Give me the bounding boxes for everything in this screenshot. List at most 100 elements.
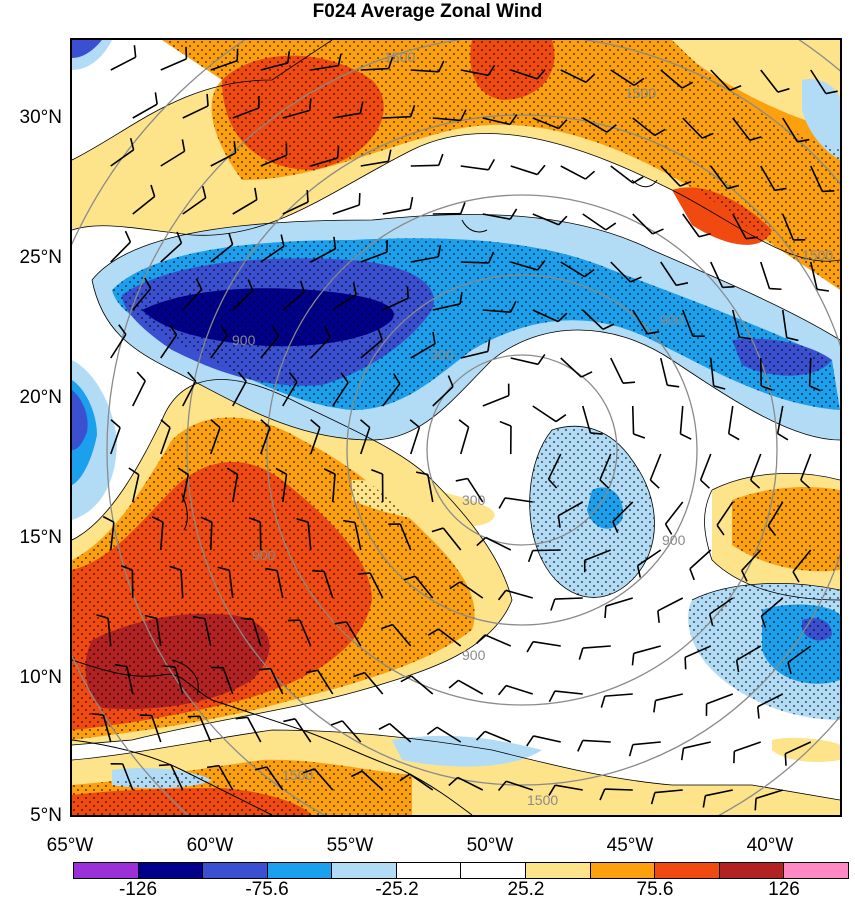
wind-barb-shaft [683,741,711,749]
wind-barb-flag [371,468,383,475]
wind-barb-shaft [170,764,184,791]
wind-barb-flag [701,132,714,139]
wind-barb-flag [288,371,298,383]
wind-barb-shaft [323,571,334,599]
wind-barb-shaft [232,107,260,119]
wind-barb-flag [537,353,546,365]
wind-barb-flag [684,657,687,670]
wind-barb-shaft [679,405,684,434]
wind-barb-shaft [310,157,338,167]
wind-barb-shaft [181,474,190,503]
contour-label: 900 [462,647,486,663]
colorbar-label: -25.2 [375,879,419,900]
wind-barb-flag [247,279,254,291]
wind-barb-shaft [409,773,434,791]
wind-barb-flag [787,662,792,675]
colorbar-box [267,863,333,878]
wind-barb-flag [600,695,606,708]
wind-barb-flag [432,331,436,344]
wind-barb-shaft [251,618,262,647]
wind-barb-flag [177,467,189,476]
contour-label: 300 [430,347,454,363]
wind-barb-flag [459,109,467,121]
wind-barb-shaft [557,501,584,517]
wind-barb-shaft [484,730,512,743]
wind-barb-shaft [276,570,284,599]
colorbar-label: -126 [118,879,158,900]
wind-barb-flag [271,325,280,337]
wind-barb-flag [548,690,556,703]
wind-barb-shaft [689,549,712,570]
wind-barb-shaft [716,501,734,526]
wind-barb-flag [590,432,603,435]
wind-barb-shaft [159,522,164,551]
contour-label: 900 [232,332,256,348]
colorbar-label: 126 [768,879,800,900]
wind-barb-flag [702,795,707,808]
wind-barb-shaft [432,117,461,122]
wind-barb-shaft [660,261,677,286]
wind-barb-flag [606,124,617,133]
wind-barb-shaft [610,69,635,87]
wind-barb-shaft [710,69,731,91]
wind-barb-flag [336,145,340,159]
wind-barb-flag [557,312,568,323]
colorbar-box [655,863,720,878]
wind-barb-flag [447,375,454,387]
wind-barb-flag [195,278,203,290]
wind-barb-shaft [360,67,389,71]
wind-barb-flag [206,764,220,769]
wind-barb-flag [160,419,171,429]
wind-barb-shaft [410,164,439,167]
map-plot-area: 1500 1500 1500 1500 1500 900 900 900 900… [70,38,842,817]
wind-barb-flag [735,660,740,673]
wind-barb-flag [399,773,411,782]
wind-barb-flag [631,653,635,666]
wind-barb-shaft [505,684,533,695]
wind-barb-flag [437,60,445,73]
colorbar-box [332,863,397,878]
wind-barb-flag [652,228,664,235]
wind-barb-flag [527,550,534,563]
wind-barb-shaft [560,69,587,83]
wind-barb-flag [786,336,799,342]
wind-barb-shaft [582,739,611,743]
wind-barb-flag [487,64,496,76]
wind-barb-shaft [360,160,389,167]
wind-barb-shaft [466,478,484,503]
wind-barb-shaft [269,668,284,695]
colorbar [73,862,849,879]
wind-barb-flag [169,324,178,336]
wind-barb-shaft [560,165,586,180]
wind-barb-flag [476,536,487,547]
wind-barb-flag [509,114,518,125]
wind-barb-flag [455,477,468,482]
wind-barb-shaft [310,64,339,71]
wind-barb-shaft [610,165,634,184]
wind-barb-shaft [731,309,741,338]
wind-barb-shaft [505,589,533,599]
wind-barb-flag [381,623,393,630]
wind-barb-flag [580,371,593,378]
wind-barb-shaft [332,293,357,311]
colorbar-box [784,863,848,878]
wind-barb-flag [415,471,428,476]
wind-barb-shaft [345,621,362,647]
wind-barb-flag [498,497,506,509]
wind-barb-shaft [760,165,776,191]
wind-barb-shaft [246,716,262,743]
wind-barb-flag [633,433,646,439]
wind-barb-flag [649,479,660,489]
wind-barb-shaft [604,693,633,697]
wind-barb-shaft [132,195,156,215]
wind-barb-shaft [107,618,112,647]
wind-barb-shaft [810,69,827,94]
wind-barb-shaft [410,343,436,359]
wind-barb-shaft [331,474,336,503]
wind-barb-flag [96,614,109,619]
wind-barb-shaft [131,474,140,503]
wind-barb-shaft [664,501,684,525]
colorbar-box [396,863,462,878]
wind-barb-shaft [604,788,633,791]
wind-barb-flag [558,119,568,129]
